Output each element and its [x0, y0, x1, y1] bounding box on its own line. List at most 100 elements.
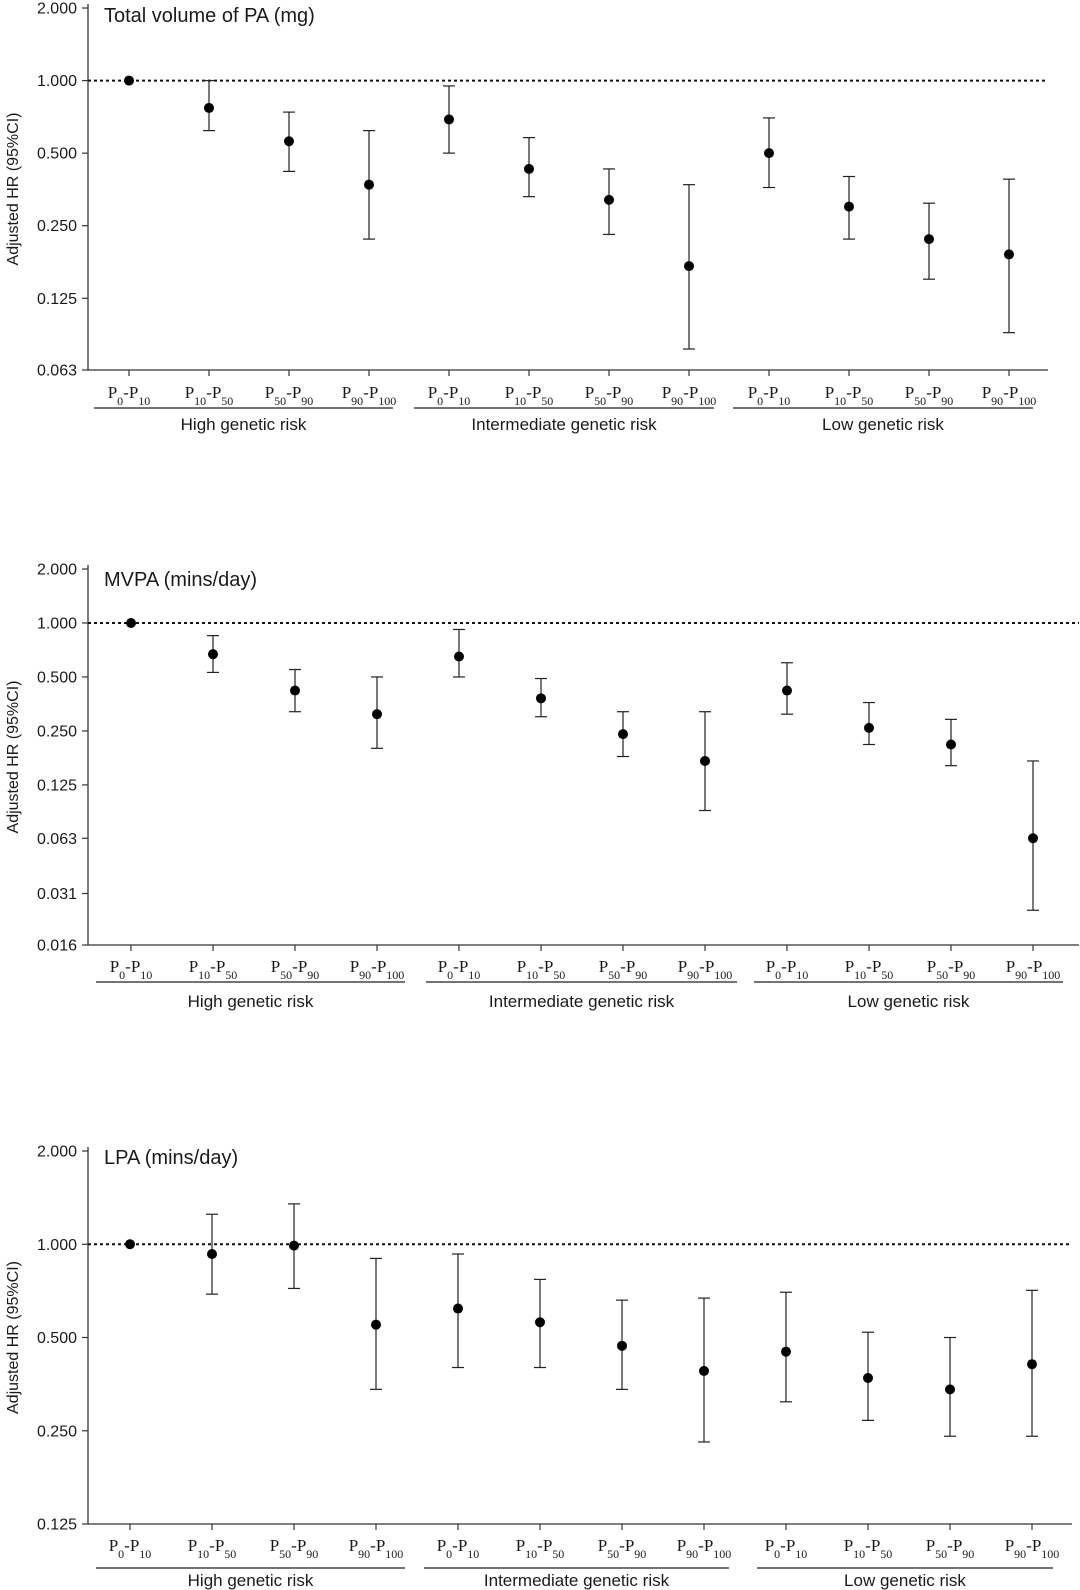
- x-tick-label: P50-P90: [265, 383, 314, 408]
- y-tick-label: 1.000: [37, 73, 77, 90]
- hr-point: [617, 1340, 627, 1351]
- x-tick-label: P50-P90: [585, 383, 634, 408]
- chart-panel-2: 0.016 0.031 0.063 0.125 0.250 0.500 1.000 2.000…: [5, 562, 1079, 1011]
- y-tick-label: 1.000: [37, 1237, 77, 1254]
- y-tick-label: 0.125: [37, 777, 77, 794]
- y-tick-label: 0.031: [37, 886, 77, 903]
- hr-point: [126, 617, 136, 628]
- hr-point: [1028, 833, 1038, 844]
- hr-point: [864, 722, 874, 733]
- y-axis-label: Adjusted HR (95%CI): [5, 1261, 22, 1414]
- y-tick-label: 0.063: [37, 831, 77, 848]
- hr-point: [290, 685, 300, 696]
- x-tick-label: P90-P100: [677, 1536, 732, 1561]
- group-label: Intermediate genetic risk: [484, 1571, 670, 1590]
- hr-point: [124, 75, 134, 86]
- chart-title: Total volume of PA (mg): [104, 5, 315, 27]
- y-tick-label: 0.016: [37, 938, 77, 955]
- x-tick-label: P0-P10: [428, 383, 471, 408]
- x-tick-label: P10-P50: [825, 383, 874, 408]
- x-tick-label: P10-P50: [516, 1536, 565, 1561]
- hr-point: [764, 148, 774, 159]
- hr-point: [454, 651, 464, 662]
- x-tick-label: P0-P10: [438, 957, 481, 982]
- chart-panel-3: 0.125 0.250 0.500 1.000 2.000 LPA (mins/day) A…: [5, 1144, 1072, 1590]
- hr-point: [781, 1346, 791, 1357]
- x-tick-label: P90-P100: [662, 383, 717, 408]
- x-tick-label: P50-P90: [599, 957, 648, 982]
- group-label: Low genetic risk: [822, 415, 944, 434]
- hr-point: [924, 234, 934, 245]
- hr-point: [444, 114, 454, 125]
- hr-point: [207, 1249, 217, 1260]
- group-label: High genetic risk: [188, 1571, 314, 1590]
- x-tick-label: P50-P90: [926, 1536, 975, 1561]
- hr-point: [364, 179, 374, 190]
- x-tick-label: P0-P10: [437, 1536, 480, 1561]
- y-tick-label: 0.125: [37, 291, 77, 308]
- y-axis-label: Adjusted HR (95%CI): [5, 681, 22, 834]
- x-tick-label: P90-P100: [342, 383, 397, 408]
- x-tick-label: P0-P10: [110, 957, 153, 982]
- x-tick-label: P0-P10: [109, 1536, 152, 1561]
- y-tick-label: 0.500: [37, 1330, 77, 1347]
- hr-point: [618, 729, 628, 740]
- x-tick-label: P50-P90: [271, 957, 320, 982]
- hr-point: [946, 739, 956, 750]
- x-tick-label: P90-P100: [982, 383, 1037, 408]
- hr-point: [524, 163, 534, 174]
- x-tick-label: P90-P100: [349, 1536, 404, 1561]
- y-axis-label: Adjusted HR (95%CI): [5, 113, 22, 266]
- y-tick-label: 0.500: [37, 669, 77, 686]
- hr-point: [782, 685, 792, 696]
- y-tick-label: 0.500: [37, 146, 77, 163]
- y-tick-label: 2.000: [37, 1, 77, 18]
- x-tick-label: P10-P50: [844, 1536, 893, 1561]
- hr-point: [844, 201, 854, 212]
- hr-point: [699, 1365, 709, 1376]
- x-tick-label: P90-P100: [1005, 1536, 1060, 1561]
- hr-point: [371, 1319, 381, 1330]
- x-tick-label: P50-P90: [598, 1536, 647, 1561]
- x-tick-label: P0-P10: [108, 383, 151, 408]
- x-tick-label: P10-P50: [505, 383, 554, 408]
- hr-point: [372, 709, 382, 720]
- x-tick-label: P90-P100: [1006, 957, 1061, 982]
- x-tick-label: P10-P50: [188, 1536, 237, 1561]
- group-label: Low genetic risk: [844, 1571, 966, 1590]
- group-label: Intermediate genetic risk: [489, 992, 675, 1011]
- hr-point: [204, 102, 214, 113]
- group-label: Low genetic risk: [848, 992, 970, 1011]
- hr-point: [289, 1240, 299, 1251]
- hr-point: [284, 136, 294, 147]
- group-label: Intermediate genetic risk: [471, 415, 657, 434]
- hr-point: [684, 261, 694, 272]
- hr-point: [536, 693, 546, 704]
- y-tick-label: 0.250: [37, 218, 77, 235]
- chart-title: LPA (mins/day): [104, 1147, 238, 1169]
- x-tick-label: P90-P100: [678, 957, 733, 982]
- chart-title: MVPA (mins/day): [104, 569, 257, 591]
- x-tick-label: P50-P90: [905, 383, 954, 408]
- y-tick-label: 0.250: [37, 1423, 77, 1440]
- hr-point: [945, 1384, 955, 1395]
- x-tick-label: P0-P10: [766, 957, 809, 982]
- group-label: High genetic risk: [188, 992, 314, 1011]
- y-tick-label: 2.000: [37, 1144, 77, 1161]
- y-tick-label: 0.125: [37, 1517, 77, 1534]
- hr-point: [700, 755, 710, 766]
- x-tick-label: P0-P10: [748, 383, 791, 408]
- x-tick-label: P10-P50: [189, 957, 238, 982]
- x-tick-label: P10-P50: [517, 957, 566, 982]
- y-tick-label: 1.000: [37, 615, 77, 632]
- hr-point: [535, 1317, 545, 1328]
- x-tick-label: P90-P100: [350, 957, 405, 982]
- hr-point: [1027, 1359, 1037, 1370]
- x-tick-label: P50-P90: [927, 957, 976, 982]
- hr-point: [453, 1303, 463, 1314]
- y-tick-label: 0.250: [37, 723, 77, 740]
- group-label: High genetic risk: [181, 415, 307, 434]
- x-tick-label: P50-P90: [270, 1536, 319, 1561]
- hr-point: [125, 1239, 135, 1250]
